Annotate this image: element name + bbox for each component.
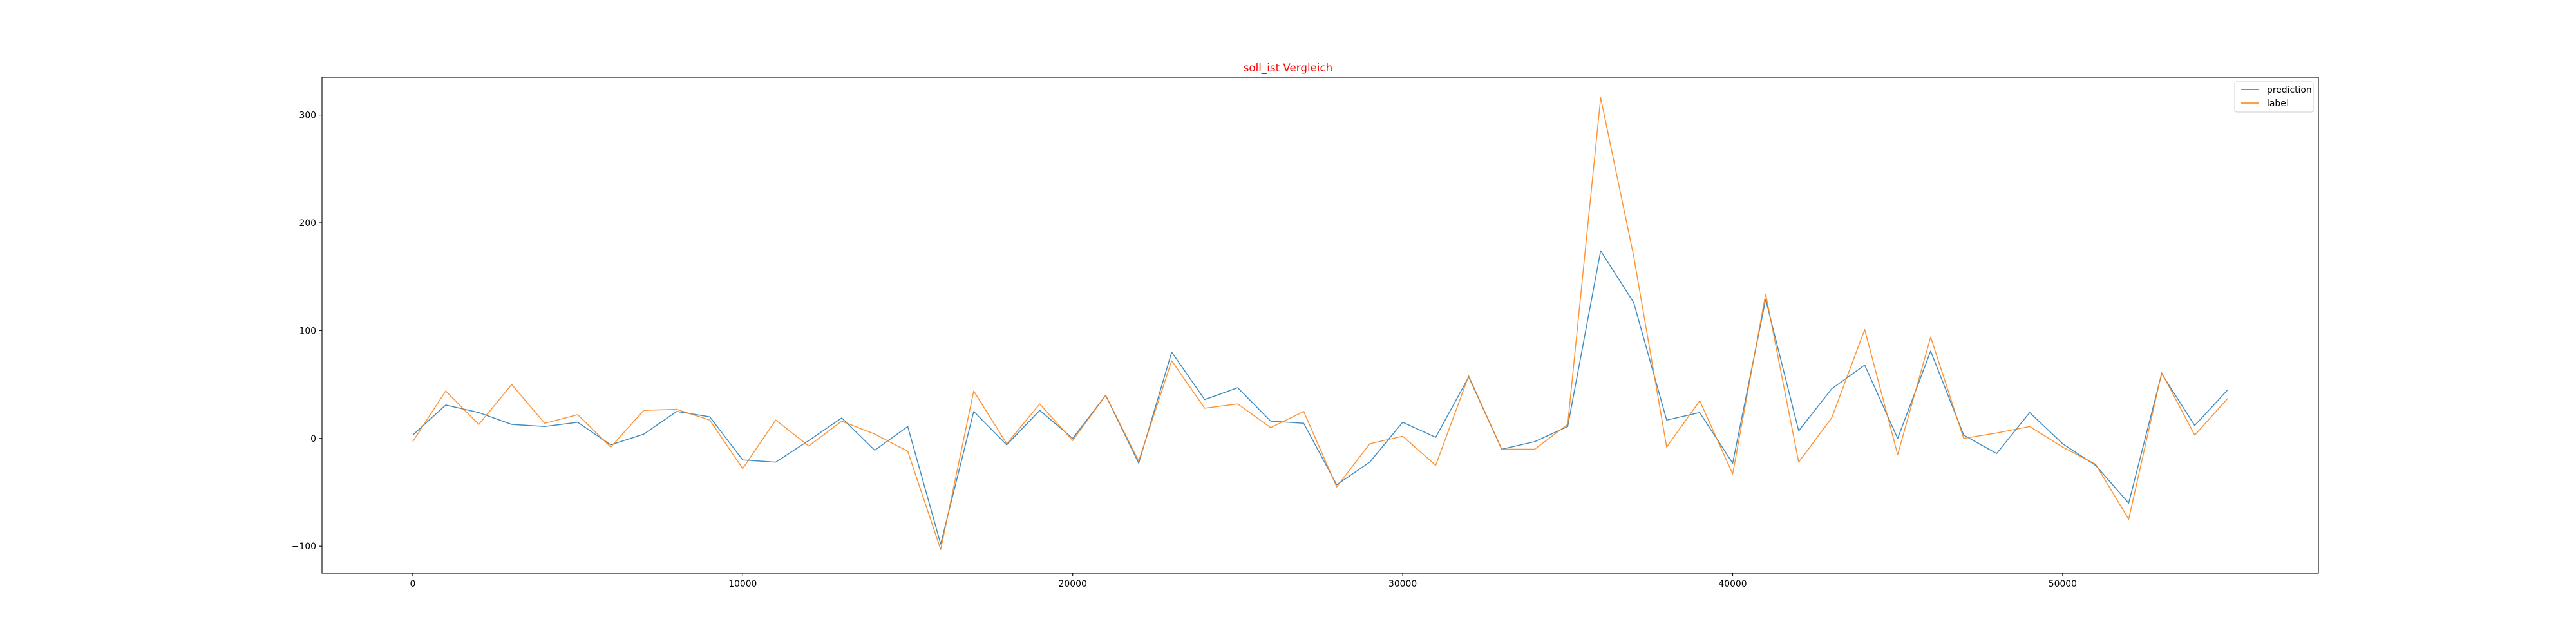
plot-area-frame <box>321 77 2319 574</box>
series-lines <box>412 97 2228 550</box>
series-line-prediction <box>412 250 2228 545</box>
x-axis-ticks: 0 10000 20000 30000 40000 50000 <box>410 573 2077 589</box>
y-tick-label: 0 <box>310 434 316 444</box>
x-tick-label: 40000 <box>1718 579 1747 589</box>
series-line-label <box>412 97 2228 550</box>
y-tick-label: 200 <box>299 218 316 229</box>
x-tick-label: 20000 <box>1059 579 1087 589</box>
legend-label-prediction: prediction <box>2267 85 2312 95</box>
x-tick-label: 30000 <box>1388 579 1417 589</box>
legend-label-label: label <box>2267 99 2289 109</box>
y-tick-label: 100 <box>299 326 316 336</box>
x-tick-label: 0 <box>410 579 415 589</box>
y-tick-label: −100 <box>292 542 316 552</box>
chart-title: soll_ist Vergleich <box>1244 61 1333 75</box>
y-axis-ticks: −100 0 100 200 300 <box>292 111 322 552</box>
legend: prediction label <box>2234 81 2314 113</box>
y-tick-label: 300 <box>299 111 316 121</box>
x-tick-label: 10000 <box>728 579 757 589</box>
x-tick-label: 50000 <box>2049 579 2077 589</box>
